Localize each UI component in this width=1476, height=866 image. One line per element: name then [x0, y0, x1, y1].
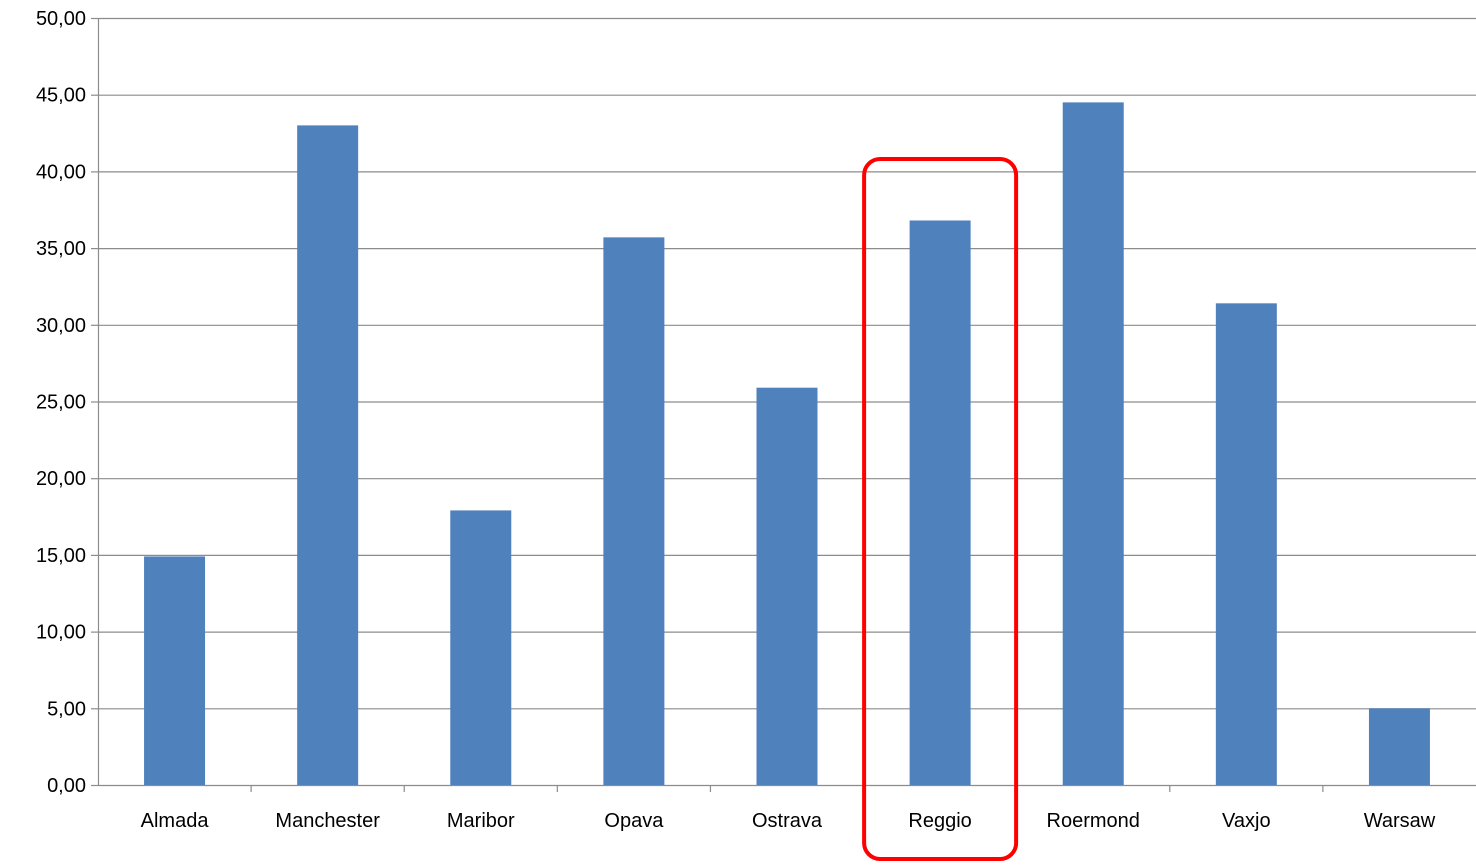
- highlight-layer: [862, 157, 1019, 861]
- y-tick-label: 15,00: [36, 545, 86, 567]
- x-tick-label: Vaxjo: [1222, 810, 1271, 832]
- y-tick-label: 45,00: [36, 85, 86, 107]
- highlight-box: [862, 157, 1019, 861]
- x-tick-label: Almada: [141, 810, 210, 832]
- x-tick-label: Maribor: [447, 810, 515, 832]
- y-tick-label: 25,00: [36, 392, 86, 414]
- axes: [91, 17, 1476, 792]
- x-tick-label: Warsaw: [1364, 810, 1436, 832]
- x-tick-label: Opava: [604, 810, 664, 832]
- x-tick-labels: Almada Manchester Maribor Opava Ostrava Reggi…: [141, 810, 1436, 832]
- x-tick-label: Ostrava: [752, 810, 823, 832]
- y-tick-label: 0,00: [47, 775, 86, 797]
- y-tick-label: 50,00: [36, 8, 86, 30]
- bar-maribor: [450, 510, 512, 785]
- bar-reggio: [909, 220, 971, 785]
- bar-ostrava: [756, 387, 818, 785]
- bar-roermond: [1062, 102, 1124, 786]
- bar-manchester: [297, 125, 359, 785]
- bar-almada: [144, 556, 206, 785]
- x-tick-label: Roermond: [1047, 810, 1140, 832]
- y-tick-label: 10,00: [36, 622, 86, 644]
- y-tick-label: 40,00: [36, 161, 86, 183]
- bars: [144, 102, 1430, 786]
- y-tick-label: 30,00: [36, 315, 86, 337]
- y-tick-label: 5,00: [47, 698, 86, 720]
- bar-vaxjo: [1215, 303, 1277, 785]
- bar-opava: [603, 237, 665, 785]
- x-tick-label: Reggio: [908, 810, 971, 832]
- bar-warsaw: [1368, 708, 1430, 785]
- y-tick-label: 20,00: [36, 468, 86, 490]
- x-tick-label: Manchester: [275, 810, 380, 832]
- y-tick-labels: 0,00 5,00 10,00 15,00 20,00 25,00 30,00 35,00 40…: [36, 8, 86, 797]
- y-tick-label: 35,00: [36, 238, 86, 260]
